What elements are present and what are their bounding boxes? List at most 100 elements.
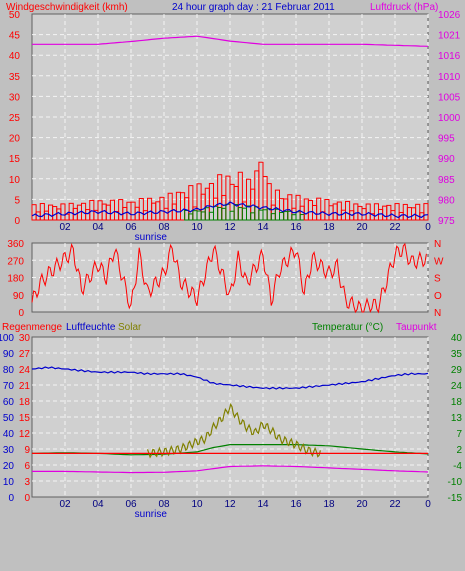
wind-bar: [316, 197, 322, 221]
p1-x-tick: 0: [425, 222, 431, 233]
p1-right-tick: 995: [438, 134, 455, 145]
wind-bar: [60, 203, 66, 221]
p1-left-tick: 25: [9, 113, 21, 124]
p1-right-tick: 1005: [438, 92, 461, 103]
p3-x-tick: 0: [425, 499, 431, 510]
p1-left-tick: 40: [9, 51, 21, 62]
p1-x-tick: 02: [59, 222, 71, 233]
p3-temp-tick: -10: [448, 477, 463, 488]
rain-label: Regenmenge: [2, 322, 62, 333]
wind-bar: [138, 198, 144, 221]
chart-title: 24 hour graph day : 21 Februar 2011: [172, 2, 335, 13]
p1-left-tick: 10: [9, 175, 21, 186]
p1-right-tick: 1000: [438, 113, 461, 124]
p3-sunrise-label: sunrise: [135, 509, 168, 520]
wind-bar: [394, 203, 400, 221]
p1-left-tick: 30: [9, 92, 21, 103]
p1-left-tick: 50: [9, 10, 21, 21]
p3-humidity-tick: 40: [3, 429, 15, 440]
p1-right-tick: 1010: [438, 72, 461, 83]
p1-x-tick: 20: [356, 222, 368, 233]
wind-bar: [415, 203, 421, 221]
p3-x-tick: 14: [257, 499, 269, 510]
p1-x-tick: 18: [323, 222, 335, 233]
p3-humidity-tick: 50: [3, 413, 15, 424]
p3-x-tick: 02: [59, 499, 71, 510]
p3-humidity-tick: 10: [3, 477, 15, 488]
p1-left-tick: 15: [9, 154, 21, 165]
p3-rain-tick: 6: [24, 461, 30, 472]
p3-rain-tick: 0: [24, 493, 30, 504]
p3-temp-tick: 24: [451, 381, 463, 392]
p3-x-tick: 06: [125, 499, 137, 510]
temp-humidity-panel: 0102030405060708090100036912151821242730…: [0, 333, 462, 520]
wind-bar: [423, 203, 429, 221]
p1-right-tick: 1026: [438, 10, 461, 21]
solar-label: Solar: [118, 322, 142, 333]
p1-x-tick: 06: [125, 222, 137, 233]
p2-left-tick: 360: [7, 239, 24, 250]
p3-x-tick: 18: [323, 499, 335, 510]
p1-right-tick: 980: [438, 195, 455, 206]
p2-left-tick: 0: [18, 308, 24, 319]
p3-x-tick: 22: [389, 499, 401, 510]
p3-x-tick: 20: [356, 499, 368, 510]
p3-humidity-tick: 70: [3, 381, 15, 392]
p3-temp-tick: -4: [453, 461, 462, 472]
pressure-axis-label: Luftdruck (hPa): [370, 2, 438, 13]
wind-direction-line: [31, 242, 427, 314]
p1-right-tick: 975: [438, 216, 455, 227]
p3-temp-tick: 18: [451, 397, 463, 408]
p1-sunrise-label: sunrise: [135, 232, 168, 243]
p3-rain-tick: 24: [19, 365, 31, 376]
p3-temp-tick: 7: [456, 429, 462, 440]
dewpoint-label: Taupunkt: [396, 322, 437, 333]
p3-humidity-tick: 90: [3, 349, 15, 360]
p3-rain-tick: 30: [19, 333, 31, 344]
p2-left-tick: 90: [13, 291, 25, 302]
p1-left-tick: 20: [9, 134, 21, 145]
p3-temp-tick: 29: [451, 365, 463, 376]
p3-rain-tick: 9: [24, 445, 30, 456]
p3-humidity-tick: 60: [3, 397, 15, 408]
wind-pressure-panel: 0 5 10 15 20 25 30 35 40 45 50 975 980 985 990 995 1000 1…: [9, 10, 461, 243]
dewpoint-line: [32, 465, 429, 474]
p3-x-tick: 12: [224, 499, 236, 510]
p3-humidity-tick: 0: [8, 493, 14, 504]
p3-x-tick: 04: [92, 499, 104, 510]
p2-left-tick: 180: [7, 274, 24, 285]
humidity-label: Luftfeuchte: [66, 322, 116, 333]
p3-temp-tick: 40: [451, 333, 463, 344]
p3-rain-tick: 21: [19, 381, 31, 392]
humidity-line: [31, 366, 429, 390]
p1-left-tick: 5: [14, 195, 20, 206]
p3-rain-tick: 18: [19, 397, 31, 408]
p2-right-tick: N: [434, 239, 441, 250]
p3-rain-tick: 12: [19, 429, 31, 440]
pressure-line: [32, 35, 429, 47]
p1-right-tick: 1016: [438, 51, 461, 62]
p1-x-tick: 08: [158, 222, 170, 233]
p3-humidity-tick: 80: [3, 365, 15, 376]
p1-left-tick: 0: [14, 216, 20, 227]
gust-line: [31, 201, 429, 219]
p1-right-tick: 985: [438, 175, 455, 186]
p2-left-tick: 270: [7, 256, 24, 267]
p3-x-tick: 10: [191, 499, 203, 510]
p3-rain-tick: 3: [24, 477, 30, 488]
p1-x-tick: 10: [191, 222, 203, 233]
p3-temp-tick: 13: [451, 413, 463, 424]
temperature-label: Temperatur (°C): [312, 322, 383, 333]
p2-right-tick: O: [434, 291, 442, 302]
p1-left-tick: 35: [9, 72, 21, 83]
p3-humidity-tick: 20: [3, 461, 15, 472]
p1-x-tick: 16: [290, 222, 302, 233]
p3-temp-tick: -15: [448, 493, 463, 504]
wind-bar: [109, 199, 115, 221]
p1-right-tick: 990: [438, 154, 455, 165]
p1-x-tick: 22: [389, 222, 401, 233]
p1-x-tick: 12: [224, 222, 236, 233]
